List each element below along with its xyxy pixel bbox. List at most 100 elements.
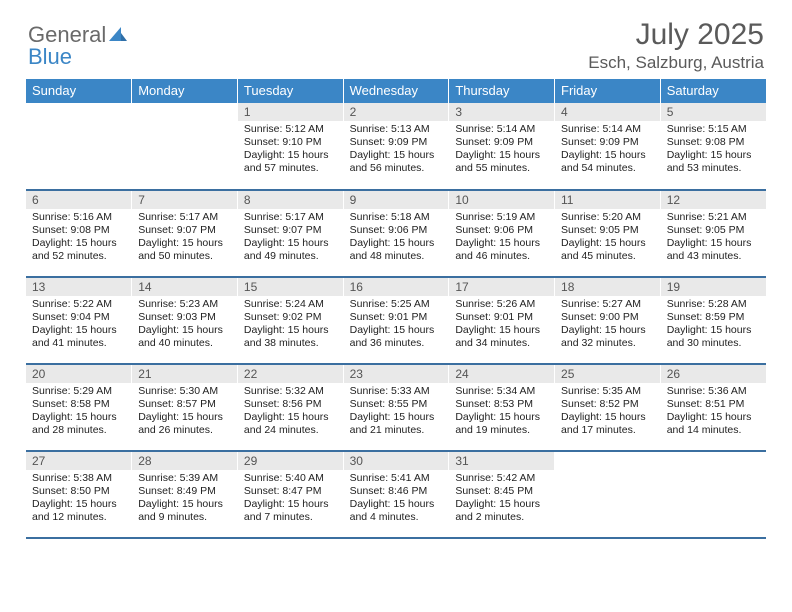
calendar-day-cell <box>660 451 766 538</box>
daylight-line: Daylight: 15 hours and 48 minutes. <box>350 237 443 263</box>
day-details: Sunrise: 5:34 AMSunset: 8:53 PMDaylight:… <box>449 383 554 441</box>
calendar-day-cell: 3Sunrise: 5:14 AMSunset: 9:09 PMDaylight… <box>449 103 555 190</box>
day-number: 1 <box>238 103 343 121</box>
sunset-line: Sunset: 9:07 PM <box>244 224 337 237</box>
calendar-day-cell: 28Sunrise: 5:39 AMSunset: 8:49 PMDayligh… <box>132 451 238 538</box>
calendar-day-cell: 29Sunrise: 5:40 AMSunset: 8:47 PMDayligh… <box>237 451 343 538</box>
day-details: Sunrise: 5:32 AMSunset: 8:56 PMDaylight:… <box>238 383 343 441</box>
sunset-line: Sunset: 8:53 PM <box>455 398 548 411</box>
sunrise-line: Sunrise: 5:17 AM <box>244 211 337 224</box>
sunrise-line: Sunrise: 5:38 AM <box>32 472 125 485</box>
day-number: 7 <box>132 191 237 209</box>
day-details: Sunrise: 5:20 AMSunset: 9:05 PMDaylight:… <box>555 209 660 267</box>
calendar-week-row: 1Sunrise: 5:12 AMSunset: 9:10 PMDaylight… <box>26 103 766 190</box>
day-details: Sunrise: 5:30 AMSunset: 8:57 PMDaylight:… <box>132 383 237 441</box>
daylight-line: Daylight: 15 hours and 24 minutes. <box>244 411 337 437</box>
calendar-day-cell: 13Sunrise: 5:22 AMSunset: 9:04 PMDayligh… <box>26 277 132 364</box>
page-header: GeneralBlue July 2025 Esch, Salzburg, Au… <box>26 18 766 73</box>
sunset-line: Sunset: 9:09 PM <box>455 136 548 149</box>
day-details: Sunrise: 5:16 AMSunset: 9:08 PMDaylight:… <box>26 209 131 267</box>
day-details: Sunrise: 5:14 AMSunset: 9:09 PMDaylight:… <box>449 121 554 179</box>
day-number: 4 <box>555 103 660 121</box>
sunset-line: Sunset: 8:49 PM <box>138 485 231 498</box>
sunrise-line: Sunrise: 5:14 AM <box>561 123 654 136</box>
daylight-line: Daylight: 15 hours and 32 minutes. <box>561 324 654 350</box>
daylight-line: Daylight: 15 hours and 55 minutes. <box>455 149 548 175</box>
sunset-line: Sunset: 9:06 PM <box>350 224 443 237</box>
day-number: 17 <box>449 278 554 296</box>
daylight-line: Daylight: 15 hours and 30 minutes. <box>667 324 760 350</box>
calendar-day-cell: 23Sunrise: 5:33 AMSunset: 8:55 PMDayligh… <box>343 364 449 451</box>
day-details: Sunrise: 5:38 AMSunset: 8:50 PMDaylight:… <box>26 470 131 528</box>
day-details: Sunrise: 5:18 AMSunset: 9:06 PMDaylight:… <box>344 209 449 267</box>
sunrise-line: Sunrise: 5:40 AM <box>244 472 337 485</box>
daylight-line: Daylight: 15 hours and 45 minutes. <box>561 237 654 263</box>
calendar-day-cell: 27Sunrise: 5:38 AMSunset: 8:50 PMDayligh… <box>26 451 132 538</box>
day-details: Sunrise: 5:19 AMSunset: 9:06 PMDaylight:… <box>449 209 554 267</box>
sunrise-line: Sunrise: 5:34 AM <box>455 385 548 398</box>
sunrise-line: Sunrise: 5:36 AM <box>667 385 760 398</box>
day-number: 29 <box>238 452 343 470</box>
sunrise-line: Sunrise: 5:13 AM <box>350 123 443 136</box>
calendar-day-cell: 12Sunrise: 5:21 AMSunset: 9:05 PMDayligh… <box>660 190 766 277</box>
calendar-day-cell: 22Sunrise: 5:32 AMSunset: 8:56 PMDayligh… <box>237 364 343 451</box>
day-details: Sunrise: 5:29 AMSunset: 8:58 PMDaylight:… <box>26 383 131 441</box>
calendar-day-cell: 20Sunrise: 5:29 AMSunset: 8:58 PMDayligh… <box>26 364 132 451</box>
sunrise-line: Sunrise: 5:25 AM <box>350 298 443 311</box>
calendar-head: SundayMondayTuesdayWednesdayThursdayFrid… <box>26 79 766 103</box>
daylight-line: Daylight: 15 hours and 34 minutes. <box>455 324 548 350</box>
day-details: Sunrise: 5:33 AMSunset: 8:55 PMDaylight:… <box>344 383 449 441</box>
day-details: Sunrise: 5:24 AMSunset: 9:02 PMDaylight:… <box>238 296 343 354</box>
sunset-line: Sunset: 9:03 PM <box>138 311 231 324</box>
calendar-day-cell: 8Sunrise: 5:17 AMSunset: 9:07 PMDaylight… <box>237 190 343 277</box>
calendar-day-cell: 14Sunrise: 5:23 AMSunset: 9:03 PMDayligh… <box>132 277 238 364</box>
daylight-line: Daylight: 15 hours and 50 minutes. <box>138 237 231 263</box>
calendar-day-cell <box>555 451 661 538</box>
weekday-header: Wednesday <box>343 79 449 103</box>
day-details: Sunrise: 5:42 AMSunset: 8:45 PMDaylight:… <box>449 470 554 528</box>
calendar-day-cell: 17Sunrise: 5:26 AMSunset: 9:01 PMDayligh… <box>449 277 555 364</box>
sunrise-line: Sunrise: 5:32 AM <box>244 385 337 398</box>
day-details: Sunrise: 5:28 AMSunset: 8:59 PMDaylight:… <box>661 296 766 354</box>
sunrise-line: Sunrise: 5:42 AM <box>455 472 548 485</box>
weekday-row: SundayMondayTuesdayWednesdayThursdayFrid… <box>26 79 766 103</box>
calendar-day-cell <box>132 103 238 190</box>
calendar-week-row: 6Sunrise: 5:16 AMSunset: 9:08 PMDaylight… <box>26 190 766 277</box>
day-details: Sunrise: 5:36 AMSunset: 8:51 PMDaylight:… <box>661 383 766 441</box>
day-details: Sunrise: 5:14 AMSunset: 9:09 PMDaylight:… <box>555 121 660 179</box>
day-number: 28 <box>132 452 237 470</box>
brand-word-2: Blue <box>28 44 72 69</box>
calendar-day-cell: 11Sunrise: 5:20 AMSunset: 9:05 PMDayligh… <box>555 190 661 277</box>
calendar-week-row: 27Sunrise: 5:38 AMSunset: 8:50 PMDayligh… <box>26 451 766 538</box>
day-number: 25 <box>555 365 660 383</box>
sunset-line: Sunset: 8:52 PM <box>561 398 654 411</box>
sunrise-line: Sunrise: 5:12 AM <box>244 123 337 136</box>
daylight-line: Daylight: 15 hours and 7 minutes. <box>244 498 337 524</box>
sunset-line: Sunset: 9:09 PM <box>350 136 443 149</box>
sunset-line: Sunset: 9:08 PM <box>667 136 760 149</box>
sunset-line: Sunset: 8:57 PM <box>138 398 231 411</box>
day-number: 22 <box>238 365 343 383</box>
sunrise-line: Sunrise: 5:27 AM <box>561 298 654 311</box>
calendar-day-cell: 26Sunrise: 5:36 AMSunset: 8:51 PMDayligh… <box>660 364 766 451</box>
brand-logo: GeneralBlue <box>28 18 128 68</box>
day-number: 19 <box>661 278 766 296</box>
daylight-line: Daylight: 15 hours and 53 minutes. <box>667 149 760 175</box>
daylight-line: Daylight: 15 hours and 17 minutes. <box>561 411 654 437</box>
sunrise-line: Sunrise: 5:20 AM <box>561 211 654 224</box>
calendar-week-row: 13Sunrise: 5:22 AMSunset: 9:04 PMDayligh… <box>26 277 766 364</box>
day-number: 12 <box>661 191 766 209</box>
daylight-line: Daylight: 15 hours and 40 minutes. <box>138 324 231 350</box>
daylight-line: Daylight: 15 hours and 36 minutes. <box>350 324 443 350</box>
day-details: Sunrise: 5:22 AMSunset: 9:04 PMDaylight:… <box>26 296 131 354</box>
weekday-header: Friday <box>555 79 661 103</box>
daylight-line: Daylight: 15 hours and 57 minutes. <box>244 149 337 175</box>
sunrise-line: Sunrise: 5:23 AM <box>138 298 231 311</box>
day-number: 5 <box>661 103 766 121</box>
sunrise-line: Sunrise: 5:33 AM <box>350 385 443 398</box>
sunrise-line: Sunrise: 5:41 AM <box>350 472 443 485</box>
calendar-day-cell: 10Sunrise: 5:19 AMSunset: 9:06 PMDayligh… <box>449 190 555 277</box>
calendar-day-cell: 15Sunrise: 5:24 AMSunset: 9:02 PMDayligh… <box>237 277 343 364</box>
day-details: Sunrise: 5:17 AMSunset: 9:07 PMDaylight:… <box>132 209 237 267</box>
weekday-header: Sunday <box>26 79 132 103</box>
